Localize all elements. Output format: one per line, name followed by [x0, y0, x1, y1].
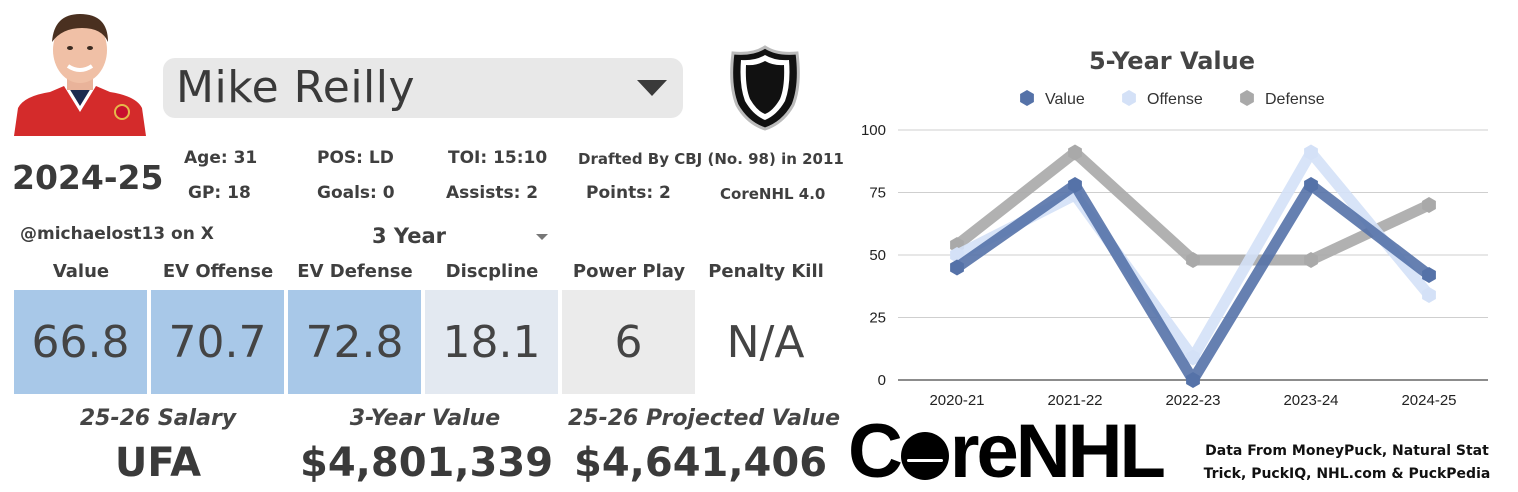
- x-tick-label: 2021-22: [1047, 392, 1102, 409]
- projected-value-label: 25-26 Projected Value: [568, 406, 841, 431]
- range-select[interactable]: 3 Year: [372, 224, 446, 248]
- legend-marker-value: [1020, 90, 1034, 106]
- point-value: [950, 259, 964, 276]
- chart-title: 5-Year Value: [1089, 47, 1255, 75]
- metric-box-ev-offense: 70.7: [151, 290, 284, 394]
- three-year-value-label: 3-Year Value: [349, 406, 501, 431]
- point-offense: [1422, 287, 1436, 303]
- projected-value: $4,641,406: [574, 440, 828, 486]
- point-offense: [1186, 349, 1200, 366]
- point-defense: [1304, 252, 1318, 268]
- metric-label-ev-offense: EV Offense: [162, 261, 274, 282]
- legend-marker-offense: [1122, 90, 1136, 106]
- three-year-value: $4,801,339: [300, 440, 554, 486]
- logo-text-end: reNHL: [949, 409, 1166, 492]
- legend-marker-defense: [1240, 90, 1254, 106]
- puck-icon: [900, 432, 949, 480]
- social-handle: @michaelost13 on X: [20, 224, 214, 244]
- metric-box-ev-defense: 72.8: [288, 290, 421, 394]
- metric-label-power-play: Power Play: [572, 261, 686, 282]
- five-year-value-chart: 5-Year Value 0 25 50 75 100 2020-21 2021-22 2022…: [861, 47, 1488, 409]
- credits-line-1: Data From MoneyPuck, Natural Stat: [1205, 443, 1489, 459]
- stat-toi: TOI: 15:10: [448, 148, 548, 168]
- metric-label-ev-defense: EV Defense: [297, 261, 413, 282]
- metric-label-penalty-kill: Penalty Kill: [708, 261, 824, 282]
- player-select-dropdown[interactable]: Mike Reilly: [163, 58, 683, 118]
- metric-box-value: 66.8: [14, 290, 147, 394]
- season-label: 2024-25: [12, 158, 164, 197]
- point-value: [1422, 267, 1436, 283]
- stat-model-version: CoreNHL 4.0: [720, 185, 826, 203]
- stat-assists: Assists: 2: [446, 183, 539, 203]
- point-value: [1068, 177, 1082, 193]
- point-offense: [1304, 144, 1318, 161]
- point-defense: [1186, 252, 1200, 268]
- y-tick-label: 75: [869, 185, 886, 202]
- nhl-logo: [730, 45, 800, 131]
- logo-text-start: C: [848, 409, 903, 492]
- salary-value: UFA: [114, 440, 202, 486]
- metric-box-discipline: 18.1: [425, 290, 558, 394]
- point-value: [1304, 177, 1318, 193]
- player-name: Mike Reilly: [176, 62, 416, 113]
- player-photo: [14, 14, 146, 136]
- chevron-down-icon[interactable]: [637, 80, 667, 96]
- x-tick-label: 2023-24: [1283, 392, 1338, 409]
- stat-position: POS: LD: [317, 148, 394, 168]
- point-defense: [1422, 197, 1436, 213]
- metric-label-discipline: Discpline: [445, 261, 539, 282]
- stat-drafted: Drafted By CBJ (No. 98) in 2011: [578, 150, 844, 168]
- credits-line-2: Trick, PuckIQ, NHL.com & PuckPedia: [1203, 466, 1491, 482]
- x-tick-label: 2022-23: [1165, 392, 1220, 409]
- stat-goals: Goals: 0: [317, 183, 395, 203]
- chevron-down-icon[interactable]: [536, 234, 548, 240]
- stat-gp: GP: 18: [188, 183, 251, 203]
- salary-label: 25-26 Salary: [79, 406, 237, 431]
- point-defense: [1068, 144, 1082, 161]
- x-tick-label: 2024-25: [1401, 392, 1456, 409]
- metric-box-power-play: 6: [562, 290, 695, 394]
- y-tick-label: 0: [878, 372, 886, 389]
- metric-box-penalty-kill: N/A: [699, 290, 832, 394]
- point-value: [1186, 372, 1200, 388]
- stat-points: Points: 2: [586, 183, 671, 203]
- legend-label-offense: Offense: [1147, 91, 1203, 108]
- y-tick-label: 50: [869, 247, 886, 264]
- data-credits: Data From MoneyPuck, Natural Stat Trick,…: [1182, 440, 1512, 486]
- stat-age: Age: 31: [184, 148, 258, 168]
- y-tick-label: 100: [861, 122, 886, 139]
- x-tick-label: 2020-21: [929, 392, 984, 409]
- legend-label-defense: Defense: [1265, 91, 1325, 108]
- metric-label-value: Value: [52, 261, 110, 282]
- legend-label-value: Value: [1045, 91, 1085, 108]
- y-tick-label: 25: [869, 310, 886, 327]
